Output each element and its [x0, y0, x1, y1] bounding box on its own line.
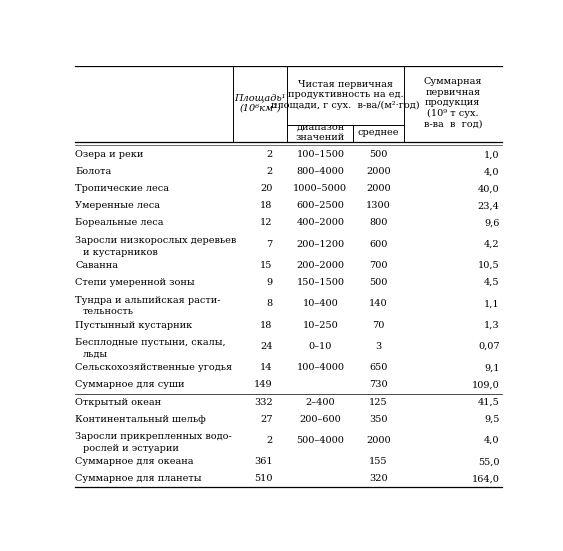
Text: 1,1: 1,1 [484, 299, 500, 309]
Text: 10,5: 10,5 [478, 261, 500, 270]
Text: рослей и эстуарии: рослей и эстуарии [83, 444, 178, 453]
Text: 40,0: 40,0 [478, 185, 500, 193]
Text: 800: 800 [369, 218, 387, 228]
Text: 510: 510 [254, 474, 272, 483]
Text: 125: 125 [369, 397, 388, 407]
Text: 100–4000: 100–4000 [296, 364, 345, 372]
Text: 1,3: 1,3 [484, 321, 500, 330]
Text: 700: 700 [369, 261, 388, 270]
Text: 140: 140 [369, 299, 388, 309]
Text: Заросли низкорослых деревьев: Заросли низкорослых деревьев [75, 236, 236, 245]
Text: 200–1200: 200–1200 [296, 240, 345, 249]
Text: льды: льды [83, 350, 108, 359]
Text: 2: 2 [266, 150, 272, 159]
Text: 164,0: 164,0 [472, 474, 500, 483]
Text: Суммарное для суши: Суммарное для суши [75, 381, 185, 390]
Text: 320: 320 [369, 474, 388, 483]
Text: диапазон
значений: диапазон значений [296, 123, 345, 142]
Text: среднее: среднее [358, 128, 399, 137]
Text: 2000: 2000 [366, 436, 391, 445]
Text: Пустынный кустарник: Пустынный кустарник [75, 321, 193, 330]
Text: 2000: 2000 [366, 185, 391, 193]
Text: Умеренные леса: Умеренные леса [75, 202, 160, 210]
Text: 109,0: 109,0 [472, 381, 500, 390]
Text: 500–4000: 500–4000 [296, 436, 344, 445]
Text: 2: 2 [266, 436, 272, 445]
Text: 15: 15 [260, 261, 272, 270]
Text: 155: 155 [369, 457, 388, 466]
Text: 10–250: 10–250 [302, 321, 338, 330]
Text: 350: 350 [369, 414, 388, 424]
Text: 500: 500 [369, 150, 387, 159]
Text: Саванна: Саванна [75, 261, 118, 270]
Text: 361: 361 [254, 457, 272, 466]
Text: 730: 730 [369, 381, 388, 390]
Text: 500: 500 [369, 278, 387, 287]
Text: 400–2000: 400–2000 [296, 218, 345, 228]
Text: Бесплодные пустыни, скалы,: Бесплодные пустыни, скалы, [75, 338, 226, 348]
Text: 600: 600 [369, 240, 387, 249]
Text: Открытый океан: Открытый океан [75, 397, 161, 407]
Text: 20: 20 [260, 185, 272, 193]
Text: 9,1: 9,1 [484, 364, 500, 372]
Text: Тундра и альпийская расти-: Тундра и альпийская расти- [75, 296, 221, 305]
Text: 8: 8 [266, 299, 272, 309]
Text: 7: 7 [266, 240, 272, 249]
Text: 0,07: 0,07 [478, 342, 500, 351]
Text: 9,5: 9,5 [484, 414, 500, 424]
Text: Сельскохозяйственные угодья: Сельскохозяйственные угодья [75, 364, 232, 372]
Text: 18: 18 [260, 321, 272, 330]
Text: Степи умеренной зоны: Степи умеренной зоны [75, 278, 195, 287]
Text: 14: 14 [260, 364, 272, 372]
Text: 332: 332 [254, 397, 272, 407]
Text: и кустарников: и кустарников [83, 248, 158, 257]
Text: 100–1500: 100–1500 [296, 150, 345, 159]
Text: Чистая первичная
продуктивность на ед.
площади, г сух.  в-ва/(м²·год): Чистая первичная продуктивность на ед. п… [271, 80, 420, 110]
Text: 4,2: 4,2 [484, 240, 500, 249]
Text: Озера и реки: Озера и реки [75, 150, 144, 159]
Text: 4,5: 4,5 [484, 278, 500, 287]
Text: Тропические леса: Тропические леса [75, 185, 169, 193]
Text: 18: 18 [260, 202, 272, 210]
Text: 41,5: 41,5 [478, 397, 500, 407]
Text: Суммарное для планеты: Суммарное для планеты [75, 474, 202, 483]
Text: 27: 27 [260, 414, 272, 424]
Text: 600–2500: 600–2500 [296, 202, 344, 210]
Text: 1000–5000: 1000–5000 [293, 185, 347, 193]
Text: 10–400: 10–400 [302, 299, 338, 309]
Text: Болота: Болота [75, 168, 111, 176]
Text: 650: 650 [369, 364, 387, 372]
Text: Суммарное для океана: Суммарное для океана [75, 457, 194, 466]
Text: 70: 70 [372, 321, 385, 330]
Text: Заросли прикрепленных водо-: Заросли прикрепленных водо- [75, 433, 232, 441]
Text: 800–4000: 800–4000 [296, 168, 344, 176]
Text: Бореальные леса: Бореальные леса [75, 218, 163, 228]
Text: 200–2000: 200–2000 [296, 261, 345, 270]
Text: Континентальный шельф: Континентальный шельф [75, 414, 205, 424]
Text: Суммарная
первичная
продукция
(10⁹ т сух.
в-ва  в  год): Суммарная первичная продукция (10⁹ т сух… [423, 77, 482, 128]
Text: 2: 2 [266, 168, 272, 176]
Text: Площадь¹
(10⁶км²): Площадь¹ (10⁶км²) [235, 93, 286, 112]
Text: 0–10: 0–10 [309, 342, 332, 351]
Text: 200–600: 200–600 [300, 414, 341, 424]
Text: 4,0: 4,0 [484, 168, 500, 176]
Text: 3: 3 [376, 342, 382, 351]
Text: 4,0: 4,0 [484, 436, 500, 445]
Text: 9: 9 [266, 278, 272, 287]
Text: 149: 149 [254, 381, 272, 390]
Text: 2000: 2000 [366, 168, 391, 176]
Text: 1300: 1300 [366, 202, 391, 210]
Text: 24: 24 [260, 342, 272, 351]
Text: 150–1500: 150–1500 [296, 278, 345, 287]
Text: 12: 12 [260, 218, 272, 228]
Text: тельность: тельность [83, 307, 134, 316]
Text: 9,6: 9,6 [484, 218, 500, 228]
Text: 1,0: 1,0 [484, 150, 500, 159]
Text: 55,0: 55,0 [478, 457, 500, 466]
Text: 2–400: 2–400 [306, 397, 335, 407]
Text: 23,4: 23,4 [478, 202, 500, 210]
